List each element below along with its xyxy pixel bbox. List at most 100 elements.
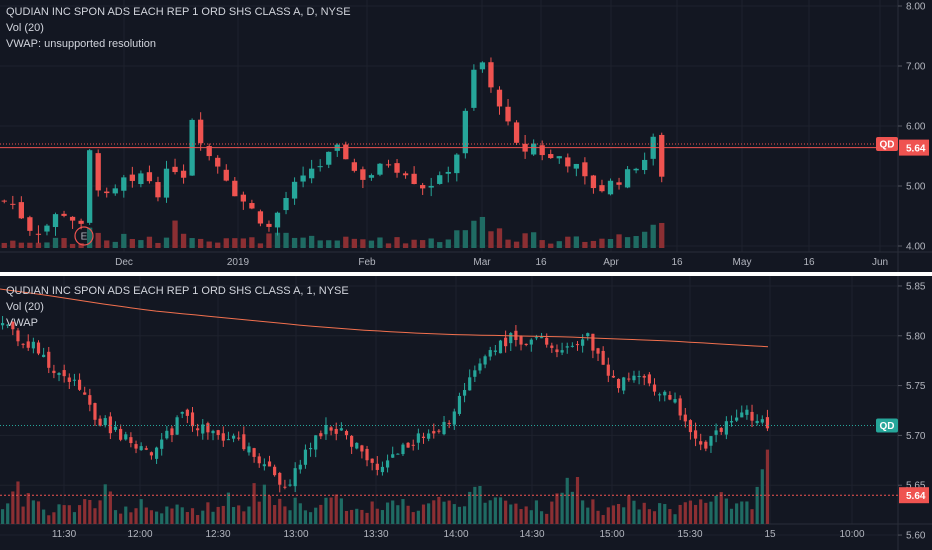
daily-volume-indicator-label[interactable]: Vol (20): [6, 22, 44, 34]
volume-bar: [172, 220, 178, 248]
candle-body: [139, 446, 143, 451]
candle-body: [134, 444, 138, 449]
candle-body: [129, 437, 133, 444]
volume-bar: [124, 506, 128, 524]
candle-body: [735, 417, 739, 421]
candle-body: [471, 69, 477, 108]
volume-bar: [394, 237, 400, 248]
intraday-symbol-title[interactable]: QUDIAN INC SPON ADS EACH REP 1 ORD SHS C…: [6, 285, 349, 297]
volume-bar: [437, 496, 441, 524]
intraday-volume-indicator-label[interactable]: Vol (20): [6, 301, 44, 313]
candle-body: [72, 379, 77, 381]
candle-body: [573, 163, 579, 169]
candle-body: [375, 463, 379, 470]
candle-body: [678, 398, 682, 416]
volume-bar: [180, 233, 187, 248]
intraday-vwap-indicator-label[interactable]: VWAP: [6, 317, 38, 329]
candle-body: [344, 430, 349, 436]
volume-bar: [454, 230, 460, 248]
volume-bar: [175, 504, 179, 524]
volume-bar: [326, 240, 332, 248]
volume-bar: [377, 237, 383, 248]
pane-divider[interactable]: [0, 272, 932, 276]
volume-bar: [104, 240, 110, 248]
candle-body: [468, 377, 472, 391]
volume-bar: [493, 497, 497, 524]
candle-body: [714, 430, 718, 435]
candle-body: [93, 403, 97, 420]
volume-bar: [77, 505, 82, 524]
candle-body: [529, 339, 533, 345]
daily-chart-canvas[interactable]: 8.00 7.00 6.00 5.00 4.00 Dec 2019 Feb Mar 16 Apr 16…: [0, 0, 932, 272]
candle-body: [211, 430, 215, 434]
volume-bar: [514, 503, 518, 524]
volume-bar: [411, 512, 415, 524]
volume-bar: [396, 505, 400, 524]
candle-body: [146, 172, 153, 182]
volume-bar: [298, 503, 302, 524]
candle-body: [709, 436, 713, 446]
volume-bar: [190, 508, 195, 524]
daily-vwap-indicator-label[interactable]: VWAP: unsupported resolution: [6, 38, 157, 50]
candle-body: [447, 422, 451, 424]
candle-body: [740, 412, 744, 418]
volume-bar: [637, 509, 641, 524]
candle-body: [396, 453, 400, 455]
candle-body: [745, 409, 749, 415]
volume-bar: [581, 500, 585, 524]
intraday-chart-pane[interactable]: 5.85 5.80 5.75 5.70 5.65 5.60 11:30 12:00 12:30 1…: [0, 276, 932, 550]
volume-bar: [442, 501, 446, 524]
price-axis-label: 5.60: [906, 531, 926, 542]
candle-body: [69, 216, 76, 221]
volume-bar: [88, 499, 92, 524]
candle-body: [445, 171, 451, 174]
candle-body: [565, 157, 571, 167]
time-axis-label: 14:30: [519, 529, 544, 540]
time-axis-label: 16: [671, 257, 683, 268]
candle-body: [406, 442, 410, 448]
volume-bar: [406, 505, 410, 524]
volume-bar: [539, 511, 544, 524]
candle-body: [411, 444, 415, 446]
qd-symbol-tag: QD: [880, 140, 895, 151]
candle-body: [519, 336, 523, 345]
candle-body: [98, 418, 102, 426]
intraday-chart-canvas[interactable]: 5.85 5.80 5.75 5.70 5.65 5.60 11:30 12:00 12:30 1…: [0, 276, 932, 550]
candle-body: [206, 146, 212, 157]
volume-bar: [57, 504, 61, 524]
volume-bar: [160, 513, 164, 524]
volume-bar: [93, 508, 97, 524]
volume-bar: [139, 499, 143, 524]
volume-bar: [483, 502, 487, 524]
volume-bar: [462, 230, 468, 248]
candle-body: [165, 430, 169, 439]
candle-body: [581, 339, 585, 346]
volume-bar: [317, 240, 323, 248]
candle-body: [112, 188, 118, 194]
volume-bar: [257, 501, 261, 524]
daily-symbol-title[interactable]: QUDIAN INC SPON ADS EACH REP 1 ORD SHS C…: [6, 6, 351, 18]
volume-bar: [582, 241, 588, 248]
candle-body: [343, 144, 349, 160]
candle-body: [103, 418, 107, 426]
daily-chart-pane[interactable]: 8.00 7.00 6.00 5.00 4.00 Dec 2019 Feb Mar 16 Apr 16…: [0, 0, 932, 272]
price-axis-label: 5.75: [906, 381, 926, 392]
volume-bar: [719, 492, 723, 524]
volume-bar: [591, 499, 595, 524]
volume-bar: [498, 497, 503, 524]
candle-body: [659, 134, 665, 177]
volume-bar: [504, 500, 508, 524]
volume-bar: [524, 506, 528, 524]
earnings-marker-label: E: [81, 232, 88, 243]
candle-body: [719, 428, 723, 432]
candle-body: [539, 145, 545, 156]
volume-bar: [565, 477, 569, 524]
candle-body: [31, 341, 35, 349]
last-price-tag: 5.64: [906, 491, 926, 502]
volume-bar: [468, 491, 472, 524]
time-axis-label: 16: [535, 257, 547, 268]
candle-body: [355, 442, 359, 449]
candle-body: [67, 377, 71, 382]
volume-bar: [488, 500, 492, 524]
candle-body: [149, 452, 154, 456]
